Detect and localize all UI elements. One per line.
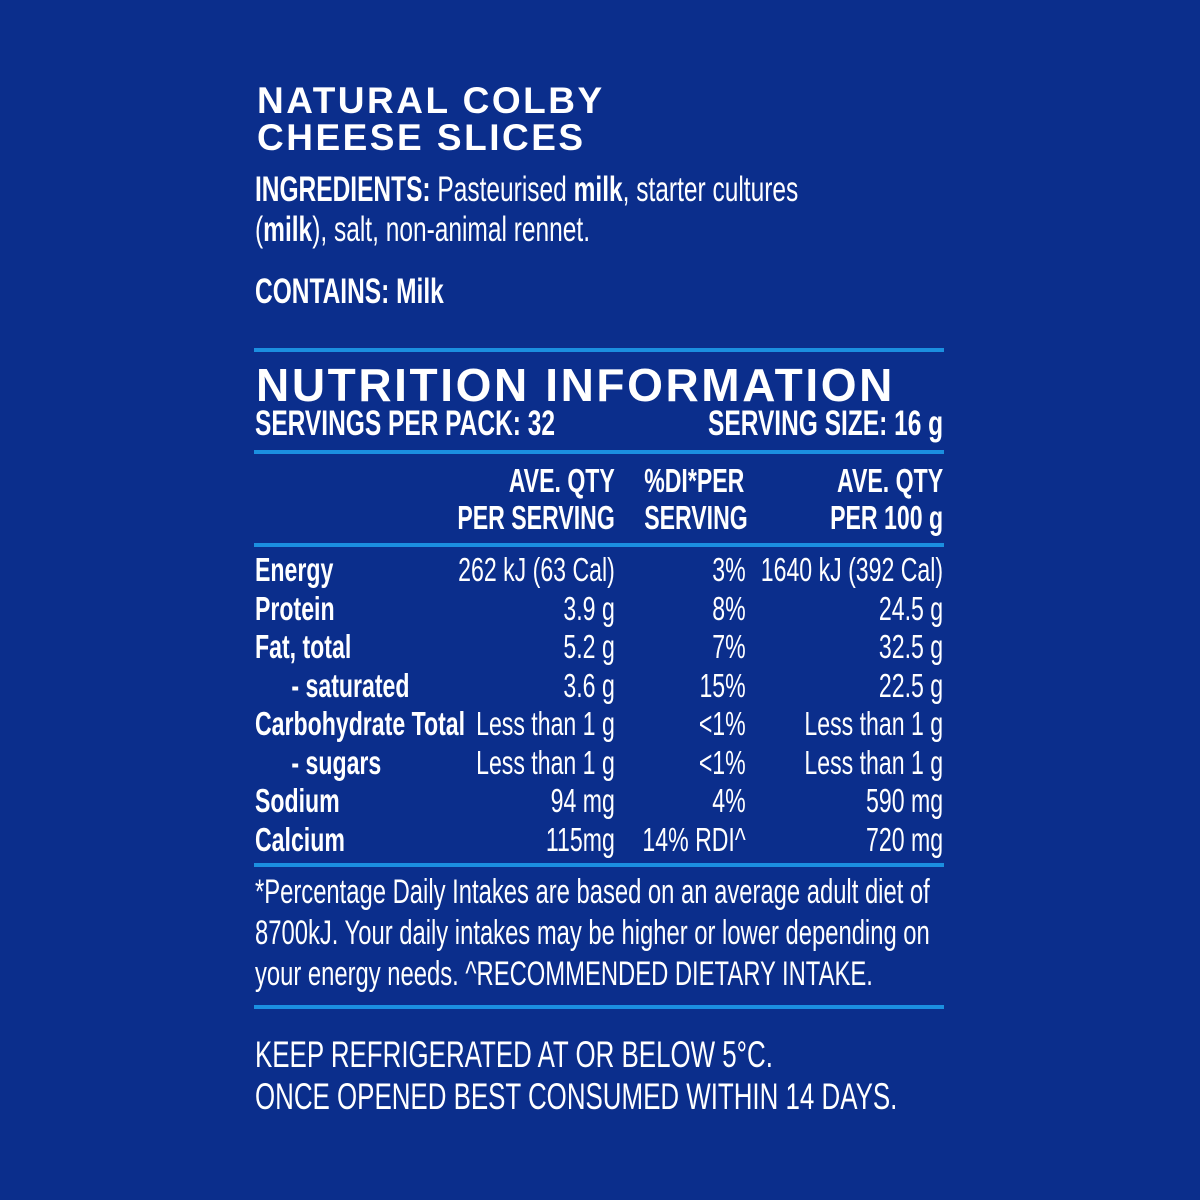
- daily-intake-value: <1%: [698, 743, 746, 781]
- daily-intake-value: 15%: [699, 666, 746, 704]
- daily-intake-value: 8%: [712, 589, 746, 627]
- daily-intake-value: 4%: [712, 782, 746, 819]
- per-serving-value: 3.6 g: [563, 666, 615, 704]
- daily-intake-value: 3%: [712, 551, 746, 588]
- divider: [254, 863, 944, 867]
- nutrient-label: - saturated: [291, 666, 410, 704]
- nutrient-label: Protein: [255, 589, 335, 627]
- storage-line: ONCE OPENED BEST CONSUMED WITHIN 14 DAYS…: [255, 1076, 898, 1117]
- servings-per-pack: SERVINGS PER PACK: 32: [255, 404, 555, 443]
- per-100g-value: 720 mg: [866, 820, 944, 858]
- nutrient-label: Sodium: [255, 782, 340, 819]
- storage-instructions: KEEP REFRIGERATED AT OR BELOW 5°C. ONCE …: [255, 1034, 897, 1118]
- serving-info: SERVINGS PER PACK: 32 SERVING SIZE: 16 g: [255, 404, 943, 444]
- ingredients-text: , starter cultures: [622, 170, 799, 209]
- table-row: Fat, total 5.2 g 7% 32.5 g: [255, 628, 943, 667]
- table-row: Energy 262 kJ (63 Cal) 3% 1640 kJ (392 Cal): [255, 551, 943, 590]
- per-serving-value: 3.9 g: [563, 589, 615, 627]
- nutrition-heading: NUTRITION INFORMATION: [256, 359, 895, 411]
- per-serving-value: 94 mg: [550, 782, 615, 819]
- contains-label: CONTAINS:: [255, 272, 390, 311]
- footnote-line: *Percentage Daily Intakes are based on a…: [255, 873, 930, 911]
- table-row: Sodium 94 mg 4% 590 mg: [255, 782, 943, 821]
- footnote-line: 8700kJ. Your daily intakes may be higher…: [255, 914, 930, 952]
- product-title-line2: CHEESE SLICES: [257, 117, 586, 158]
- daily-intake-value: 14% RDI^: [642, 820, 746, 858]
- per-serving-value: 115mg: [545, 820, 615, 858]
- per-100g-value: 32.5 g: [878, 628, 944, 665]
- column-header-per-serving: AVE. QTY PER SERVING: [457, 462, 615, 536]
- nutrient-label: - sugars: [291, 743, 382, 781]
- allergen-milk: milk: [263, 210, 313, 249]
- per-100g-value: 590 mg: [866, 782, 944, 819]
- footnote-line: your energy needs. ^RECOMMENDED DIETARY …: [255, 955, 873, 993]
- column-header-per-100g: AVE. QTY PER 100 g: [830, 462, 944, 536]
- ingredients: INGREDIENTS: Pasteurised milk, starter c…: [255, 170, 798, 250]
- table-row: Protein 3.9 g 8% 24.5 g: [255, 590, 943, 629]
- per-serving-value: Less than 1 g: [476, 705, 615, 742]
- contains-value: Milk: [389, 272, 444, 311]
- contains: CONTAINS: Milk: [255, 272, 444, 312]
- product-title-line1: NATURAL COLBY: [257, 80, 605, 121]
- serving-size: SERVING SIZE: 16 g: [708, 404, 944, 443]
- daily-intake-value: 7%: [712, 628, 746, 665]
- ingredients-text: Pasteurised: [430, 170, 574, 209]
- per-100g-value: 22.5 g: [878, 666, 944, 704]
- ingredients-text: ), salt, non-animal rennet.: [312, 210, 591, 249]
- ingredients-label: INGREDIENTS:: [255, 170, 431, 209]
- storage-line: KEEP REFRIGERATED AT OR BELOW 5°C.: [255, 1034, 773, 1075]
- table-row: - saturated 3.6 g 15% 22.5 g: [255, 667, 943, 706]
- table-header: AVE. QTY PER SERVING %DI*PER SERVING AVE. …: [255, 462, 943, 540]
- nutrient-label: Calcium: [255, 820, 345, 858]
- ingredients-text: (: [255, 210, 264, 249]
- table-row: - sugars Less than 1 g <1% Less than 1 g: [255, 744, 943, 783]
- column-header-di: %DI*PER SERVING: [644, 462, 748, 536]
- nutrient-label: Fat, total: [255, 628, 352, 665]
- daily-intake-value: <1%: [698, 705, 746, 742]
- nutrient-label: Carbohydrate Total: [255, 705, 466, 742]
- per-100g-value: 1640 kJ (392 Cal): [760, 551, 944, 588]
- per-100g-value: 24.5 g: [878, 589, 944, 627]
- divider: [254, 450, 944, 454]
- divider: [254, 543, 944, 547]
- footnote: *Percentage Daily Intakes are based on a…: [255, 872, 930, 995]
- per-serving-value: 5.2 g: [563, 628, 615, 665]
- per-100g-value: Less than 1 g: [804, 743, 944, 781]
- table-row: Carbohydrate Total Less than 1 g <1% Less t…: [255, 705, 943, 744]
- allergen-milk: milk: [573, 170, 623, 209]
- per-serving-value: Less than 1 g: [476, 743, 615, 781]
- divider: [254, 1005, 944, 1009]
- nutrient-label: Energy: [255, 551, 334, 588]
- nutrition-table: Energy 262 kJ (63 Cal) 3% 1640 kJ (392 Cal)…: [255, 551, 943, 859]
- per-100g-value: Less than 1 g: [804, 705, 944, 742]
- table-row: Calcium 115mg 14% RDI^ 720 mg: [255, 821, 943, 860]
- divider: [254, 348, 944, 352]
- per-serving-value: 262 kJ (63 Cal): [458, 551, 615, 588]
